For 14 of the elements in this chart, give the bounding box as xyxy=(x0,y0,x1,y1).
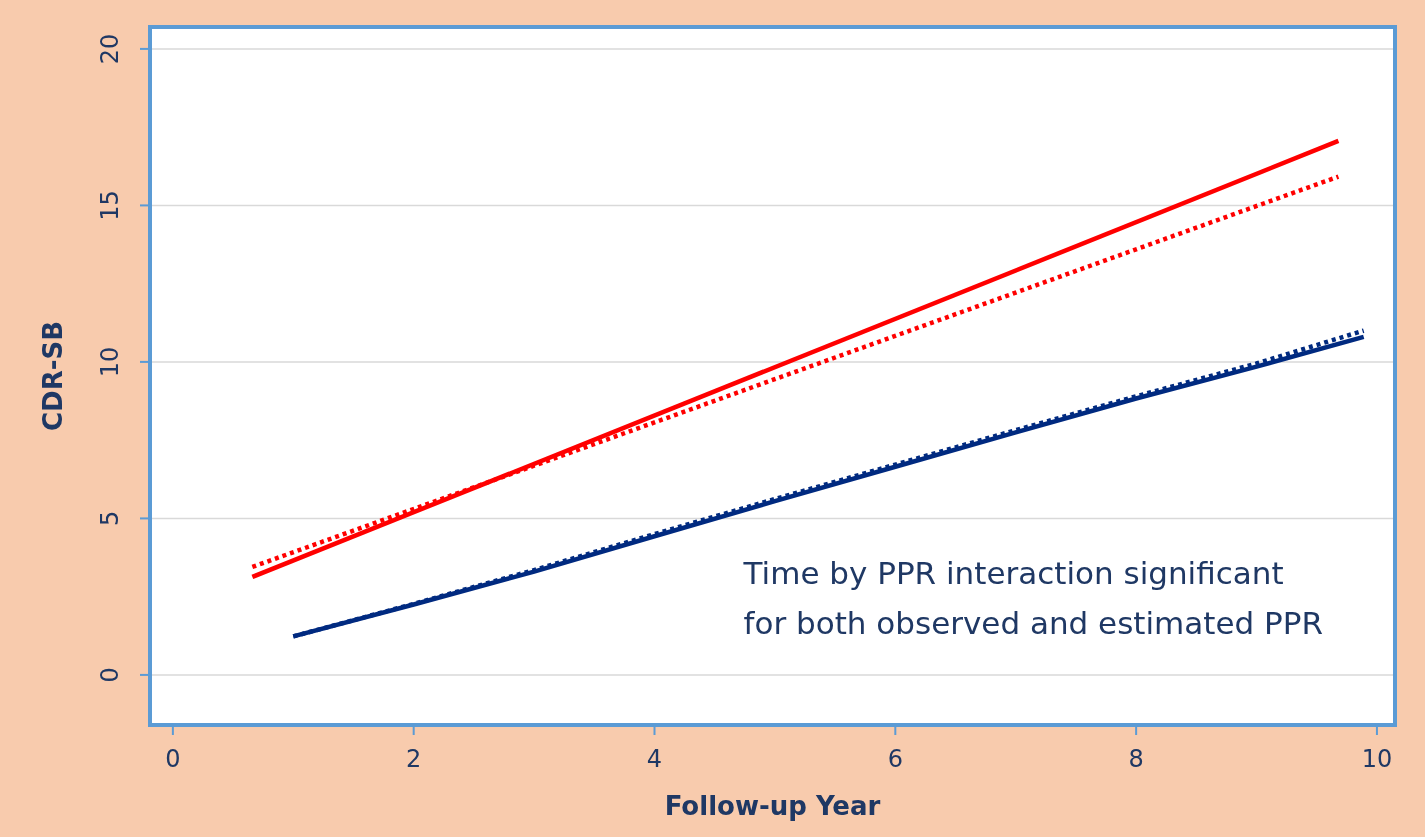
x-tick-label: 10 xyxy=(1361,745,1393,773)
x-tick-label: 4 xyxy=(646,745,663,773)
annotation: Time by PPR interaction significant for both observed and estimated PPR xyxy=(742,555,1323,642)
y-tick-label: 10 xyxy=(96,346,124,378)
x-tick-label: 8 xyxy=(1128,745,1144,773)
x-tick-label: 0 xyxy=(165,745,181,773)
y-tick-label: 20 xyxy=(96,33,124,65)
x-axis-title: Follow-up Year xyxy=(664,791,881,821)
y-axis-title: CDR-SB xyxy=(38,320,68,432)
y-tick-label: 0 xyxy=(96,667,124,683)
y-tick-label: 15 xyxy=(96,190,124,221)
x-tick-label: 2 xyxy=(406,745,422,773)
x-tick-label: 6 xyxy=(887,745,903,773)
y-tick-label: 5 xyxy=(96,510,124,527)
